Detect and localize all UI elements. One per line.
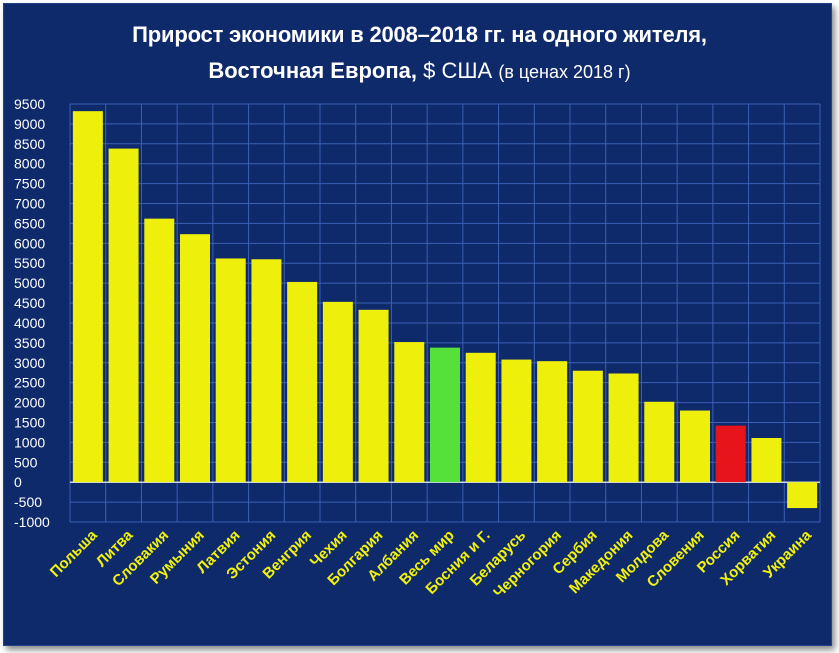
y-tick-label: 1000 xyxy=(14,434,45,450)
y-tick-label: 3500 xyxy=(14,335,45,351)
bar xyxy=(108,148,139,483)
bar xyxy=(251,259,282,483)
y-tick-label: 5500 xyxy=(14,255,45,271)
y-tick-label: 6500 xyxy=(14,215,45,231)
bar xyxy=(287,281,318,483)
y-tick-label: 4500 xyxy=(14,295,45,311)
bar xyxy=(644,401,675,483)
y-tick-label: 6000 xyxy=(14,235,45,251)
y-tick-label: 8000 xyxy=(14,156,45,172)
bar xyxy=(572,370,603,483)
bar xyxy=(144,218,175,483)
bar xyxy=(465,352,496,483)
bar xyxy=(680,410,710,483)
bar xyxy=(180,234,210,483)
bar xyxy=(358,309,389,483)
y-tick-label: -1000 xyxy=(14,514,50,530)
y-tick-label: 3000 xyxy=(14,355,45,371)
grid-layer xyxy=(69,103,821,523)
bar xyxy=(72,111,103,483)
y-tick-label: -500 xyxy=(14,494,42,510)
y-axis-tick-labels: 9500900085008000750070006500600055005000… xyxy=(14,96,50,530)
y-tick-label: 2500 xyxy=(14,375,45,391)
chart-title-line2: Восточная Европа, $ США (в ценах 2018 г) xyxy=(0,58,839,84)
bar xyxy=(501,359,532,483)
chart-title-note: (в ценах 2018 г) xyxy=(498,62,631,82)
y-tick-label: 5000 xyxy=(14,275,45,291)
bar xyxy=(715,425,746,483)
chart-title-region: Восточная Европа, xyxy=(208,58,418,83)
bar xyxy=(430,347,460,483)
bar xyxy=(608,373,639,483)
bar-layer xyxy=(72,111,818,509)
x-category-label: Польша xyxy=(47,526,101,580)
y-tick-label: 0 xyxy=(14,474,22,490)
bar xyxy=(537,361,568,483)
bar xyxy=(215,258,246,483)
y-tick-label: 4000 xyxy=(14,315,45,331)
y-tick-label: 8500 xyxy=(14,136,45,152)
bar xyxy=(751,438,782,483)
bar xyxy=(322,301,353,483)
y-tick-label: 9000 xyxy=(14,116,45,132)
bar xyxy=(787,482,818,509)
chart-title-currency: $ США xyxy=(423,58,493,83)
y-tick-label: 7000 xyxy=(14,196,45,212)
bar xyxy=(394,342,425,483)
y-tick-label: 9500 xyxy=(14,96,45,112)
chart-title-line1: Прирост экономики в 2008–2018 гг. на одн… xyxy=(132,22,707,47)
y-tick-label: 500 xyxy=(14,454,38,470)
y-tick-label: 7500 xyxy=(14,176,45,192)
y-tick-label: 1500 xyxy=(14,414,45,430)
x-axis-category-labels: ПольшаЛитваСловакияРумынияЛатвияЭстонияВ… xyxy=(47,526,816,601)
y-tick-label: 2000 xyxy=(14,395,45,411)
